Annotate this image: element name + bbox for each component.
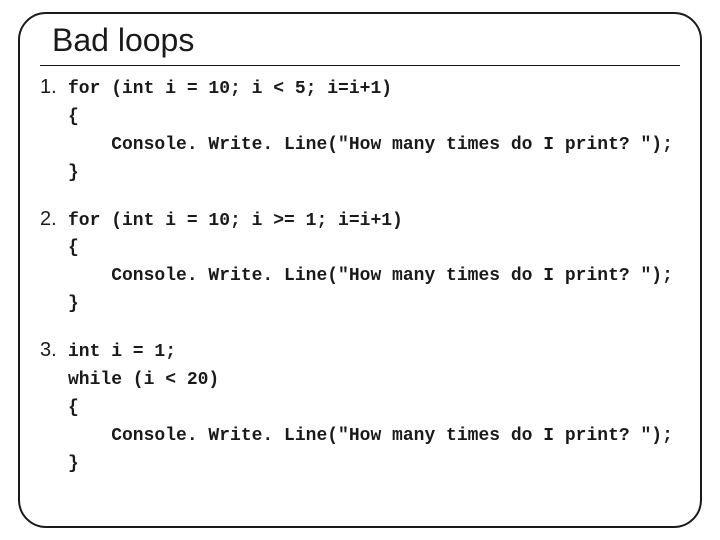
code-block: for (int i = 10; i >= 1; i=i+1) { Consol… [68, 208, 673, 320]
slide-title: Bad loops [52, 22, 680, 59]
item-number: 2. [40, 208, 68, 231]
item-number: 3. [40, 339, 68, 362]
code-block: int i = 1; while (i < 20) { Console. Wri… [68, 339, 673, 478]
list-item: 3. int i = 1; while (i < 20) { Console. … [40, 339, 680, 478]
item-number: 1. [40, 76, 68, 99]
title-divider [40, 65, 680, 66]
code-block: for (int i = 10; i < 5; i=i+1) { Console… [68, 76, 673, 188]
list-item: 2. for (int i = 10; i >= 1; i=i+1) { Con… [40, 208, 680, 320]
list-item: 1. for (int i = 10; i < 5; i=i+1) { Cons… [40, 76, 680, 188]
slide-frame: Bad loops 1. for (int i = 10; i < 5; i=i… [18, 12, 702, 528]
